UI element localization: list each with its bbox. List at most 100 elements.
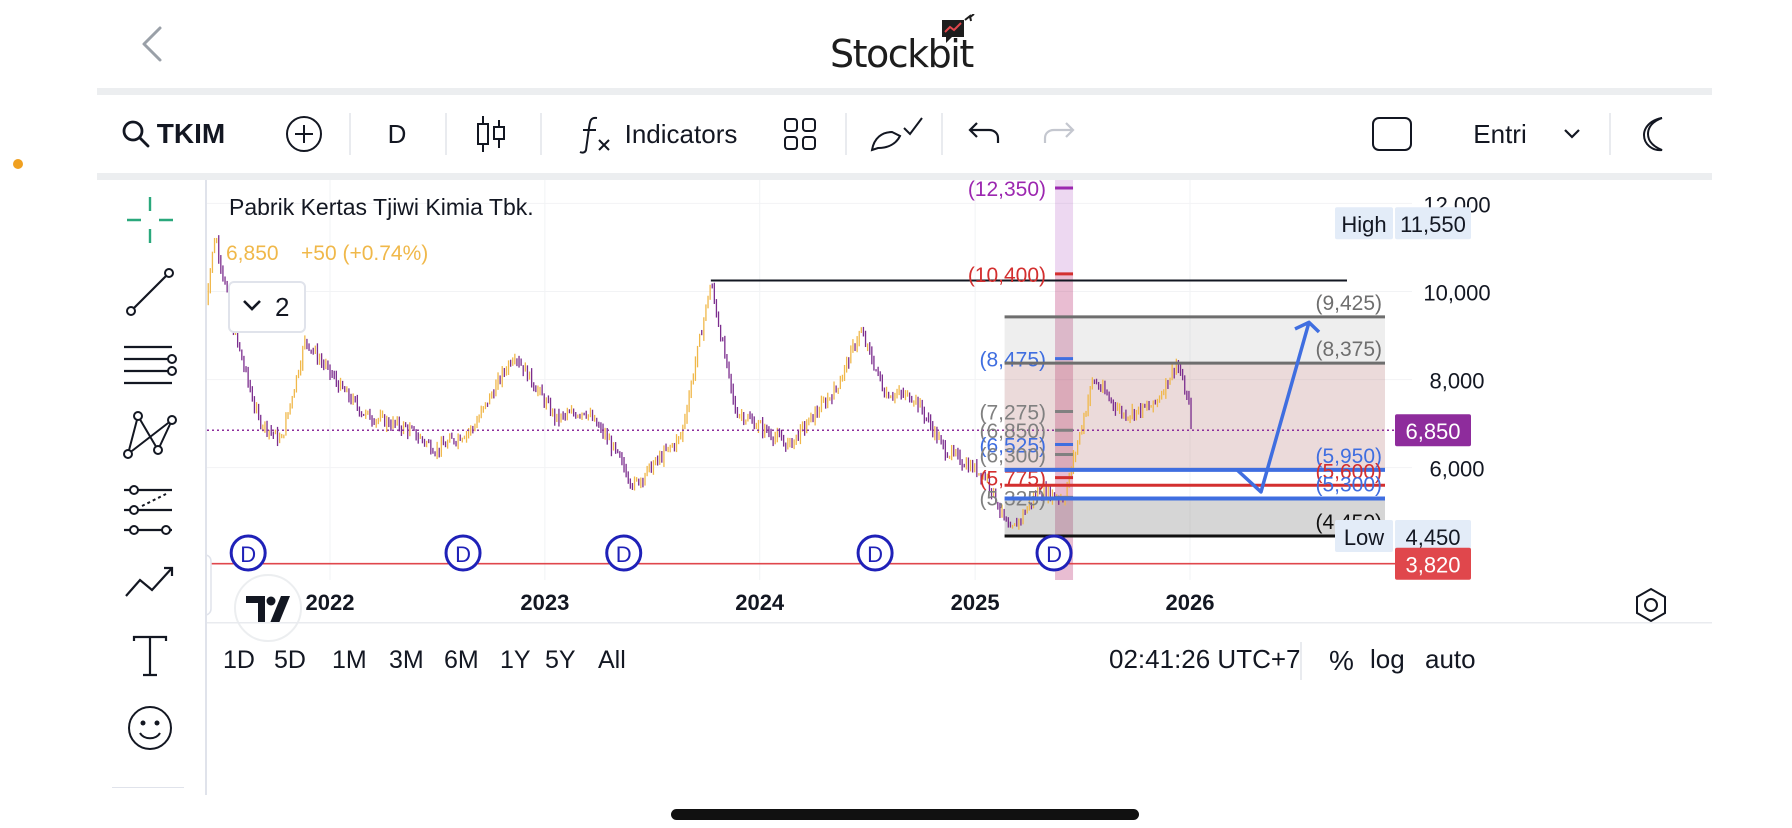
- interval-button[interactable]: D: [387, 118, 407, 149]
- high-label-tag: [1335, 207, 1393, 240]
- stop-zone: [1004, 498, 1385, 536]
- symbol-label: TKIM: [156, 118, 226, 149]
- range-all[interactable]: All: [598, 646, 626, 674]
- dividend-label: D: [867, 542, 883, 567]
- dividend-marker[interactable]: [229, 534, 267, 572]
- fib-level-label: (10,400): [968, 264, 1046, 287]
- range-1d[interactable]: 1D: [223, 646, 255, 674]
- entry-dropdown[interactable]: Entri: [1452, 95, 1602, 173]
- candles-icon: [477, 116, 505, 152]
- redo-button[interactable]: [1034, 95, 1084, 173]
- text-tool[interactable]: [112, 626, 188, 686]
- status-dot: [13, 159, 23, 169]
- position-level-label: (5,300): [1315, 474, 1382, 497]
- layout-button[interactable]: [775, 95, 825, 173]
- back-icon[interactable]: [136, 24, 168, 64]
- position-level-label: (9,425): [1315, 292, 1382, 315]
- undo-button[interactable]: [959, 95, 1009, 173]
- log-toggle[interactable]: log: [1370, 644, 1405, 674]
- dividend-marker[interactable]: [1035, 534, 1073, 572]
- price-tick-label: 6,000: [1429, 457, 1484, 482]
- last-price-label: [1395, 414, 1471, 447]
- range-3m[interactable]: 3M: [389, 646, 424, 674]
- dividend-label: D: [240, 542, 256, 567]
- home-indicator: [671, 809, 1139, 820]
- dividend-label: D: [455, 542, 471, 567]
- drawing-toolbar: [112, 190, 208, 790]
- price-axis: 12,00010,0008,0006,00011,550High4,450Low…: [1335, 192, 1491, 580]
- last-price-label-value: 6,850: [1405, 419, 1460, 444]
- auto-toggle[interactable]: auto: [1425, 644, 1476, 674]
- high-label-name: High: [1341, 212, 1386, 237]
- add-symbol-icon: [286, 116, 322, 152]
- settings-icon: [1636, 587, 1666, 623]
- theme-button[interactable]: [1627, 95, 1683, 173]
- drawing-overlay: (12,350) (10,400) (8,475) (7,275)(6,850)(6,…: [207, 180, 1395, 565]
- legend-price: 6,850: [226, 242, 279, 265]
- prediction-tool[interactable]: [112, 480, 188, 540]
- symbol-search[interactable]: TKIM: [113, 95, 233, 173]
- range-5y[interactable]: 5Y: [545, 646, 576, 674]
- pattern-tool[interactable]: [112, 406, 188, 466]
- high-label-value: 11,550: [1400, 212, 1466, 237]
- fib-icon: [124, 345, 177, 385]
- candles: [207, 235, 1192, 530]
- crosshair-icon: [127, 197, 173, 243]
- low-label-value: 4,450: [1405, 525, 1460, 550]
- dividend-marker[interactable]: [605, 534, 643, 572]
- settings-button[interactable]: [1636, 587, 1666, 623]
- range-5d[interactable]: 5D: [274, 646, 306, 674]
- fib-level-label: (6,300): [979, 444, 1046, 467]
- drawing-zones: [1004, 180, 1385, 580]
- emoji-tool[interactable]: [112, 698, 188, 758]
- axis-collapse-handle[interactable]: ‹: [207, 554, 212, 616]
- brush-tool[interactable]: [112, 552, 188, 612]
- time-axis: 2022 2023 2024 2025 2026: [306, 590, 1215, 615]
- price-tick-label: 10,000: [1423, 280, 1490, 305]
- indicators-button[interactable]: Indicators: [567, 95, 747, 173]
- position-level-label: (5,950): [1315, 445, 1382, 468]
- legend-collapse-button[interactable]: 2: [228, 281, 306, 333]
- time-tick-label: 2024: [735, 590, 785, 615]
- fib-level-label: (7,275): [979, 402, 1046, 425]
- layout-icon: [784, 118, 816, 150]
- fib-tool[interactable]: [112, 334, 188, 394]
- dividend-label: D: [1046, 542, 1062, 567]
- dividend-marker[interactable]: [856, 534, 894, 572]
- price-chart[interactable]: (12,350) (10,400) (8,475) (7,275)(6,850)(6,…: [207, 180, 1712, 790]
- chevron-down-icon: [243, 300, 261, 311]
- price-tick-label: 8,000: [1429, 369, 1484, 394]
- high-label: [1395, 207, 1471, 240]
- range-6m[interactable]: 6M: [444, 646, 479, 674]
- redo-icon: [1043, 122, 1075, 143]
- dividend-marker[interactable]: [444, 534, 482, 572]
- pattern-icon: [123, 411, 177, 459]
- time-tick-label: 2026: [1166, 590, 1215, 615]
- tradingview-logo[interactable]: [234, 574, 302, 642]
- low-label: [1395, 519, 1471, 552]
- fib-level-label: (8,475): [979, 349, 1046, 372]
- chart-type-button[interactable]: [459, 95, 523, 173]
- grid: [207, 180, 1412, 580]
- chevron-down-icon: [1563, 129, 1580, 139]
- drawing-button[interactable]: [867, 95, 927, 173]
- clock: 02:41:26 UTC+7: [1109, 644, 1301, 674]
- range-1m[interactable]: 1M: [332, 646, 367, 674]
- logo-chat-icon: [942, 14, 975, 43]
- brush-icon: [125, 566, 174, 597]
- percent-toggle[interactable]: %: [1329, 645, 1354, 676]
- legend-count: 2: [275, 292, 289, 322]
- trend-line-tool[interactable]: [112, 262, 188, 322]
- legend-change: +50 (+0.74%): [301, 242, 428, 265]
- emoji-icon: [128, 706, 172, 750]
- undo-icon: [968, 122, 1000, 143]
- fib-level-label: (6,850): [979, 420, 1046, 443]
- alert-price-label: [1395, 547, 1471, 580]
- fullscreen-button[interactable]: [1367, 95, 1417, 173]
- compare-button[interactable]: [279, 95, 329, 173]
- fib-level-label: (12,350): [968, 180, 1046, 201]
- trend-line-icon: [126, 268, 174, 316]
- crosshair-tool[interactable]: [112, 190, 188, 250]
- range-1y[interactable]: 1Y: [500, 646, 531, 674]
- alert-price-label-value: 3,820: [1405, 553, 1460, 578]
